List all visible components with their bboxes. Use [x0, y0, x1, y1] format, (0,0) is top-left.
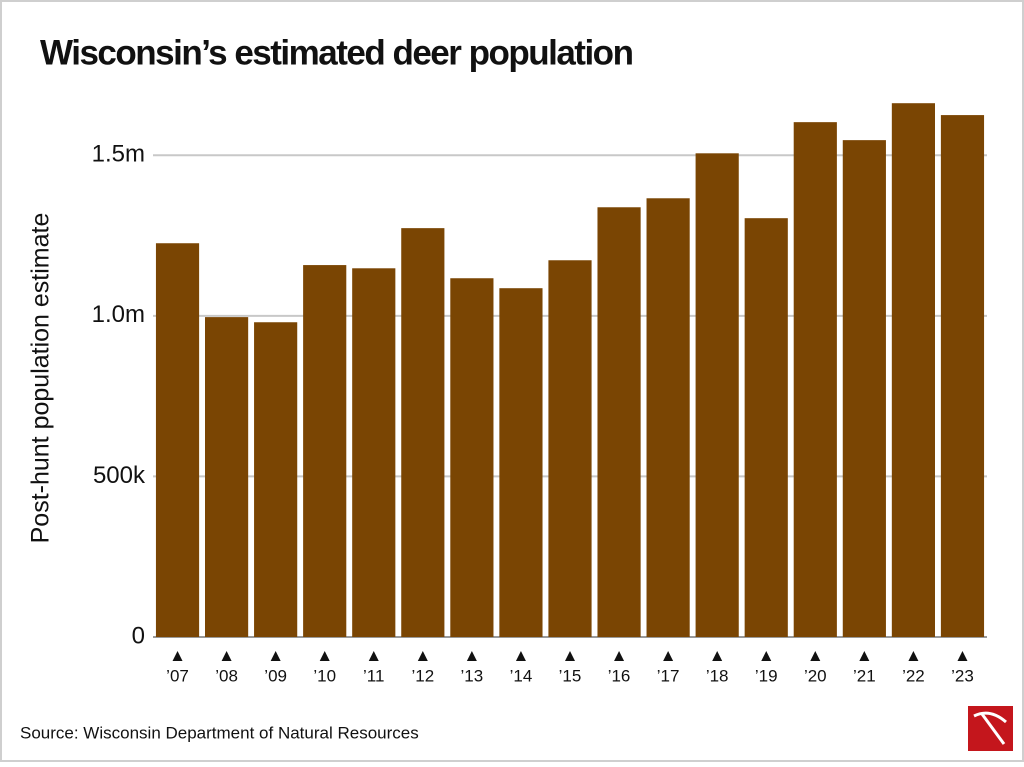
x-tick-label: ’18: [706, 666, 729, 685]
tick-marker: [319, 651, 330, 661]
x-tick-label: ’20: [804, 666, 827, 685]
bar: [303, 265, 347, 637]
bar: [793, 122, 837, 638]
bar: [401, 228, 445, 638]
y-tick-label: 0: [132, 622, 145, 649]
bar: [450, 278, 494, 637]
x-tick-label: ’12: [411, 666, 434, 685]
x-tick-label: ’15: [559, 666, 582, 685]
x-tick-label: ’17: [657, 666, 680, 685]
bar: [597, 207, 641, 638]
logo: [968, 706, 1013, 751]
tick-marker: [565, 651, 575, 661]
tick-marker: [466, 651, 477, 661]
bar: [695, 153, 739, 638]
tick-marker: [957, 651, 968, 661]
bar: [499, 288, 543, 637]
x-tick-label: ’22: [902, 666, 925, 685]
x-tick-label: ’11: [363, 666, 384, 685]
tick-marker: [712, 651, 723, 661]
bar: [940, 115, 985, 637]
x-tick-label: ’08: [215, 666, 238, 685]
tick-marker: [663, 651, 674, 661]
x-tick-label: ’16: [608, 666, 631, 685]
tick-marker: [908, 651, 919, 661]
bar: [155, 243, 200, 637]
tick-marker: [417, 651, 428, 661]
tick-marker: [810, 651, 821, 661]
x-tick-label: ’09: [264, 666, 287, 685]
x-tick-label: ’14: [510, 666, 533, 685]
x-tick-label: ’21: [853, 666, 876, 685]
tick-marker: [515, 651, 526, 661]
bar: [842, 140, 886, 637]
bar: [744, 218, 788, 637]
chart-title: Wisconsin’s estimated deer population: [40, 33, 633, 72]
tick-marker: [859, 651, 870, 661]
x-tick-label: ’07: [166, 666, 189, 685]
bar: [205, 317, 249, 637]
bar: [548, 260, 592, 637]
y-tick-label: 1.5m: [92, 141, 145, 168]
bar: [352, 268, 396, 637]
bar: [891, 103, 935, 637]
tick-marker: [172, 651, 183, 661]
source: Source: Wisconsin Department of Natural …: [20, 723, 419, 742]
x-tick-label: ’13: [461, 666, 484, 685]
y-axis-label: Post-hunt population estimate: [27, 213, 55, 544]
y-tick-label: 500k: [93, 462, 146, 489]
tick-marker: [270, 651, 281, 661]
tick-marker: [614, 651, 625, 661]
x-tick-label: ’23: [951, 666, 974, 685]
y-tick-label: 1.0m: [92, 301, 145, 328]
bar: [254, 322, 298, 637]
x-tick-label: ’19: [755, 666, 778, 685]
tick-marker: [761, 651, 772, 661]
tick-marker: [368, 651, 379, 661]
x-tick-label: ’10: [313, 666, 336, 685]
bar: [646, 198, 690, 637]
tick-marker: [221, 651, 232, 661]
